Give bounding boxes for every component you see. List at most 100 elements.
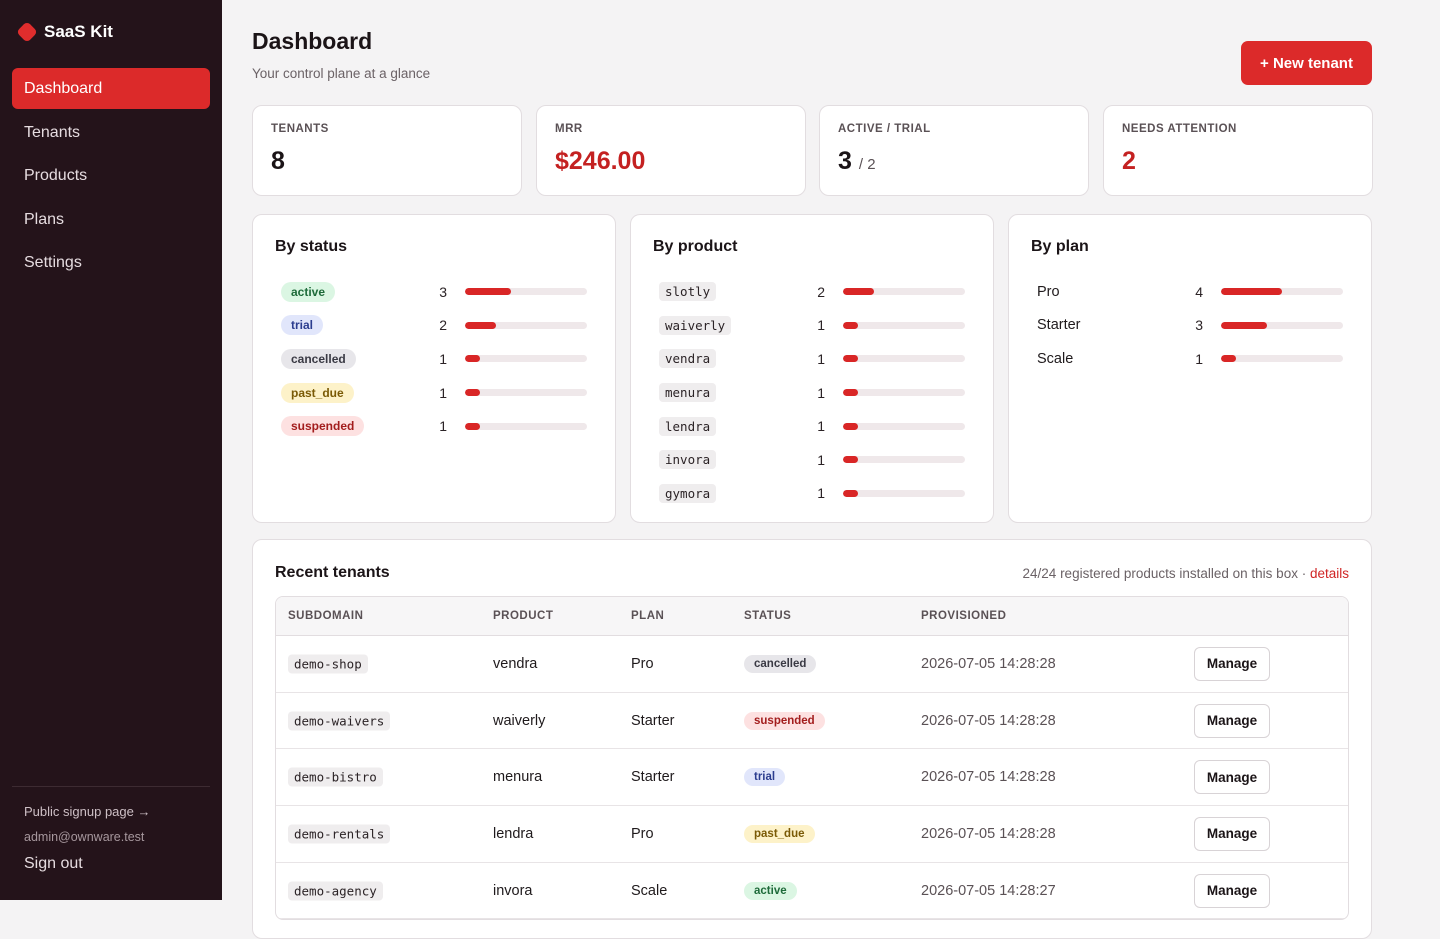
breakdown-bar-track — [843, 389, 965, 397]
subdomain-cell: demo-shop — [288, 654, 368, 674]
stat-card-active-trial: ACTIVE / TRIAL 3 / 2 — [819, 105, 1089, 196]
provisioned-column-cell: 2026-07-05 14:28:28 — [921, 826, 1056, 842]
product-code: waiverly — [659, 315, 732, 335]
status-breakdown-row: cancelled 1 — [275, 342, 587, 376]
subdomain-column-cell: demo-shop — [288, 654, 368, 674]
sidebar-item-tenants[interactable]: Tenants — [24, 123, 81, 141]
table-row[interactable]: demo-shop vendra Pro cancelled 2026-07-05 14… — [276, 636, 1348, 693]
breakdown-bar-fill — [465, 288, 511, 296]
breakdown-count: 1 — [1195, 350, 1203, 367]
sidebar: SaaS Kit Dashboard Tenants Products Plan… — [0, 0, 222, 900]
sidebar-item-settings[interactable]: Settings — [24, 254, 82, 271]
plan-breakdown-list: Pro 4 Starter 3 Scale 1 — [1031, 275, 1343, 376]
subdomain-column-cell: demo-waivers — [288, 711, 391, 731]
brand-name: SaaS Kit — [44, 22, 113, 41]
sidebar-item-products[interactable]: Products — [24, 167, 88, 184]
breakdown-bar-fill — [843, 422, 859, 430]
status-badge: cancelled — [744, 654, 817, 673]
stat-value: 3 / 2 — [838, 147, 876, 175]
subdomain-cell: demo-agency — [288, 881, 383, 901]
brand[interactable]: SaaS Kit — [16, 21, 113, 43]
details-link[interactable]: details — [1309, 566, 1349, 581]
provisioned-column-cell: 2026-07-05 14:28:28 — [921, 713, 1056, 729]
breakdown-bar-track — [843, 489, 965, 497]
card-title: Recent tenants — [275, 564, 390, 581]
plan-breakdown-row: Starter 3 — [1031, 309, 1343, 343]
new-tenant-button[interactable]: + New tenant — [1241, 41, 1372, 85]
product-breakdown-row: invora 1 — [653, 443, 965, 477]
table-body: demo-shop vendra Pro cancelled 2026-07-05 14… — [276, 636, 1348, 920]
breakdown-label-cell: active — [275, 281, 435, 302]
breakdown-count: 1 — [817, 317, 825, 334]
product-breakdown-row: vendra 1 — [653, 342, 965, 376]
breakdown-label-cell: trial — [275, 315, 435, 336]
provisioned-cell: 2026-07-05 14:28:28 — [921, 825, 1056, 842]
plan-breakdown-row: Scale 1 — [1031, 342, 1343, 376]
breakdown-bar-track — [465, 355, 587, 363]
manage-button[interactable]: Manage — [1194, 703, 1270, 738]
column-header-subdomain[interactable]: SUBDOMAIN — [288, 610, 364, 622]
sidebar-item-plans[interactable]: Plans — [24, 210, 65, 228]
product-column-cell: waiverly — [493, 713, 545, 729]
subdomain-cell: demo-bistro — [288, 767, 383, 787]
breakdown-label-cell: invora — [653, 450, 813, 470]
public-signup-link[interactable]: Public signup page → — [24, 804, 151, 819]
subdomain-column-cell: demo-agency — [288, 881, 383, 901]
column-header-product[interactable]: PRODUCT — [493, 610, 554, 622]
stat-value: 8 — [271, 147, 285, 175]
subdomain-column-cell: demo-bistro — [288, 767, 383, 787]
breakdown-bar-fill — [843, 456, 859, 464]
stat-value: $246.00 — [555, 147, 646, 175]
sidebar-item-dashboard[interactable]: Dashboard — [12, 68, 210, 109]
status-badge: past_due — [744, 824, 815, 843]
breakdown-label-cell: slotly — [653, 282, 813, 302]
column-header-plan[interactable]: PLAN — [631, 610, 665, 622]
breakdown-label-cell: Starter — [1031, 316, 1191, 334]
breakdown-label-cell: suspended — [275, 416, 435, 437]
breakdown-count: 1 — [439, 350, 447, 367]
provisioned-column-cell: 2026-07-05 14:28:28 — [921, 656, 1056, 672]
status-breakdown-row: trial 2 — [275, 309, 587, 343]
status-breakdown-row: suspended 1 — [275, 409, 587, 443]
status-column-cell: suspended — [744, 711, 825, 730]
breakdown-label-cell: Pro — [1031, 283, 1191, 301]
table-row[interactable]: demo-rentals lendra Pro past_due 2026-07-05 … — [276, 806, 1348, 863]
manage-button[interactable]: Manage — [1194, 873, 1270, 908]
plan-label: Scale — [1037, 350, 1074, 367]
manage-button[interactable]: Manage — [1194, 760, 1270, 795]
status-breakdown-row: past_due 1 — [275, 376, 587, 410]
products-installed-text: 24/24 registered products installed on t… — [1022, 566, 1307, 581]
sign-out-link[interactable]: Sign out — [24, 855, 83, 872]
breakdown-count: 1 — [817, 485, 825, 502]
card-title: By plan — [1031, 238, 1089, 255]
provisioned-column-cell: 2026-07-05 14:28:27 — [921, 883, 1056, 899]
table-row[interactable]: demo-waivers waiverly Starter suspended 2026… — [276, 693, 1348, 750]
breakdown-label-cell: gymora — [653, 483, 813, 503]
plan-cell: Starter — [631, 712, 675, 729]
column-header-status[interactable]: STATUS — [744, 610, 792, 622]
breakdown-label-cell: menura — [653, 383, 813, 403]
stat-label: TENANTS — [271, 123, 329, 135]
subdomain-cell: demo-waivers — [288, 711, 391, 731]
plan-label: Starter — [1037, 317, 1081, 334]
table-row[interactable]: demo-bistro menura Starter trial 2026-07-05 … — [276, 749, 1348, 807]
breakdown-label-cell: Scale — [1031, 350, 1191, 368]
provisioned-cell: 2026-07-05 14:28:28 — [921, 712, 1056, 729]
status-column-cell: trial — [744, 768, 786, 787]
product-cell: lendra — [493, 825, 534, 842]
plan-column-cell: Starter — [631, 713, 675, 729]
table-row[interactable]: demo-agency invora Scale active 2026-07-05 1… — [276, 863, 1348, 920]
status-badge: active — [744, 881, 797, 900]
manage-button[interactable]: Manage — [1194, 646, 1270, 681]
manage-button[interactable]: Manage — [1194, 816, 1270, 851]
products-installed-note: 24/24 registered products installed on t… — [1023, 566, 1349, 581]
breakdown-bar-fill — [1221, 321, 1267, 329]
product-column-cell: vendra — [493, 656, 537, 672]
column-header-provisioned[interactable]: PROVISIONED — [921, 610, 1007, 622]
product-breakdown-row: lendra 1 — [653, 409, 965, 443]
product-cell: invora — [493, 882, 533, 899]
action-cell: Manage — [1194, 646, 1270, 681]
sidebar-footer: Public signup page → admin@ownware.test … — [12, 786, 210, 873]
product-code: slotly — [659, 282, 717, 302]
breakdown-count: 4 — [1195, 283, 1203, 300]
